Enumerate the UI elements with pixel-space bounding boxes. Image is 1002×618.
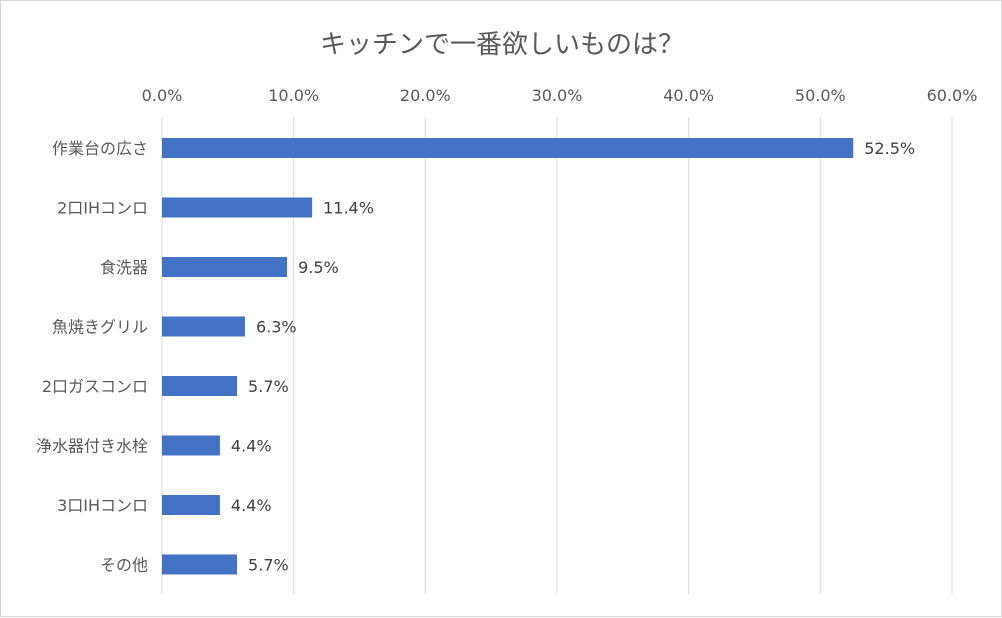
bar <box>162 376 238 396</box>
x-tick-label: 60.0% <box>927 86 978 105</box>
bar <box>162 197 313 218</box>
x-axis-ticks: 0.0% 10.0% 20.0% 30.0% 40.0% 50.0% 60.0% <box>142 86 978 105</box>
category-label: 2口ガスコンロ <box>42 377 148 396</box>
category-label: 食洗器 <box>100 258 148 277</box>
data-label: 9.5% <box>298 258 339 277</box>
x-tick-label: 30.0% <box>532 86 583 105</box>
chart-title: キッチンで一番欲しいものは？ <box>320 30 684 60</box>
bar <box>162 316 245 337</box>
gridlines <box>161 117 953 594</box>
bar <box>162 138 854 158</box>
data-label: 4.4% <box>231 496 272 515</box>
bar <box>162 495 220 515</box>
data-label: 6.3% <box>256 318 297 337</box>
category-label: 作業台の広さ <box>52 139 148 158</box>
category-label: 2口IHコンロ <box>57 199 148 218</box>
data-label: 5.7% <box>248 377 289 396</box>
x-tick-label: 10.0% <box>268 86 319 105</box>
data-label: 4.4% <box>231 437 272 456</box>
bars <box>162 138 854 575</box>
bar <box>162 554 238 575</box>
bar <box>162 435 220 456</box>
category-label: 浄水器付き水栓 <box>36 437 148 456</box>
x-tick-label: 50.0% <box>795 86 846 105</box>
x-tick-label: 40.0% <box>663 86 714 105</box>
x-tick-label: 20.0% <box>400 86 451 105</box>
category-label: その他 <box>100 556 148 575</box>
data-label: 11.4% <box>323 199 374 218</box>
data-label: 52.5% <box>864 139 915 158</box>
category-label: 魚焼きグリル <box>52 318 148 337</box>
data-label: 5.7% <box>248 556 289 575</box>
bar <box>162 257 288 277</box>
data-labels: 52.5% 11.4% 9.5% 6.3% 5.7% 4.4% 4.4% 5.7% <box>231 139 915 575</box>
x-tick-label: 0.0% <box>142 86 183 105</box>
category-label: 3口IHコンロ <box>57 496 148 515</box>
